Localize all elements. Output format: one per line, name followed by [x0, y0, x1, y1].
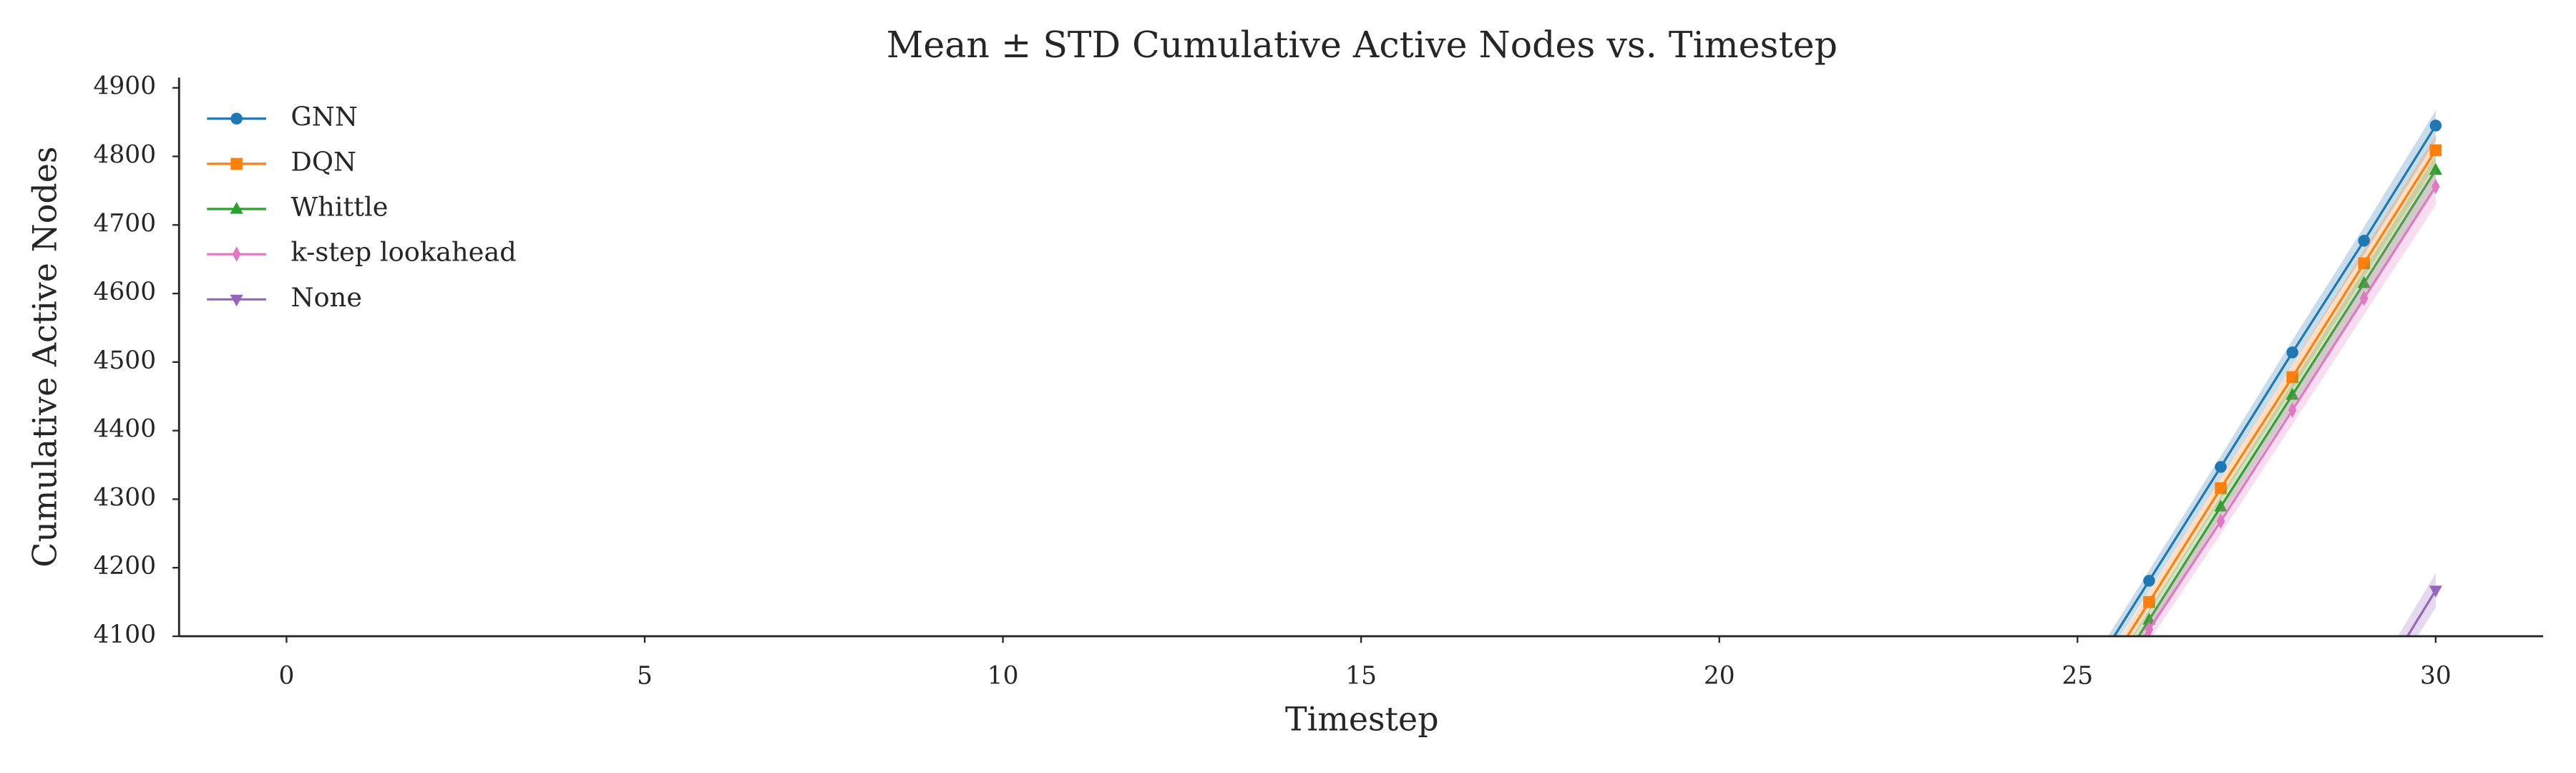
marker: [232, 246, 241, 262]
series-line: [2137, 169, 2437, 636]
legend-label: GNN: [291, 101, 358, 132]
marker: [2215, 461, 2227, 473]
x-tick-label: 15: [1345, 661, 1377, 690]
marker: [2071, 725, 2084, 737]
y-tick-label: 4100: [94, 621, 157, 649]
marker: [2072, 709, 2084, 721]
marker: [2429, 585, 2442, 598]
y-tick-label: 4900: [94, 72, 157, 101]
std-band: [2137, 167, 2436, 636]
marker: [2358, 702, 2371, 714]
y-tick-label: 4400: [94, 415, 157, 444]
series-line: [2112, 125, 2437, 636]
std-band: [2397, 573, 2436, 636]
marker: [2215, 482, 2227, 495]
series-line: [2143, 185, 2437, 636]
marker: [2357, 276, 2371, 288]
x-tick-label: 10: [987, 661, 1019, 690]
y-axis-label: Cumulative Active Nodes: [26, 147, 64, 568]
plot-area: [2071, 110, 2442, 750]
marker: [2143, 575, 2155, 587]
y-tick-label: 4600: [94, 278, 157, 306]
y-tick-label: 4500: [94, 346, 157, 375]
y-tick-label: 4700: [94, 209, 157, 238]
marker: [2288, 402, 2297, 418]
marker: [2429, 120, 2442, 132]
marker: [2429, 162, 2442, 175]
x-tick-label: 5: [637, 661, 653, 690]
x-tick-label: 20: [1704, 661, 1735, 690]
legend-label: Whittle: [291, 192, 388, 223]
marker: [2429, 144, 2442, 157]
marker: [2285, 387, 2299, 400]
marker: [2286, 371, 2298, 384]
std-band: [2121, 135, 2436, 636]
legend-label: k-step lookahead: [291, 237, 516, 268]
marker: [2145, 621, 2154, 636]
marker: [2358, 235, 2371, 247]
x-axis-label: Timestep: [1285, 699, 1439, 738]
marker: [230, 202, 243, 214]
marker: [230, 157, 243, 170]
marker: [230, 112, 243, 125]
y-tick-label: 4200: [94, 552, 157, 580]
std-band: [2107, 110, 2436, 636]
x-tick-label: 25: [2062, 661, 2093, 690]
x-tick-label: 0: [278, 661, 294, 690]
legend-label: DQN: [291, 146, 356, 177]
y-tick-label: 4300: [94, 483, 157, 512]
series-line: [2126, 150, 2437, 636]
marker: [2214, 500, 2228, 512]
marker: [2358, 257, 2371, 270]
marker: [2143, 595, 2155, 608]
marker: [2286, 346, 2298, 359]
marker: [2142, 613, 2156, 625]
marker: [2074, 735, 2082, 750]
y-tick-label: 4800: [94, 141, 157, 170]
marker: [230, 294, 243, 307]
x-tick-label: 30: [2420, 661, 2451, 690]
chart-title: Mean ± STD Cumulative Active Nodes vs. T…: [887, 24, 1838, 66]
legend: GNN DQN Whittle k-step lookahead None: [207, 101, 517, 313]
legend-label: None: [291, 282, 362, 313]
std-band: [2132, 155, 2436, 636]
marker: [2072, 689, 2084, 701]
